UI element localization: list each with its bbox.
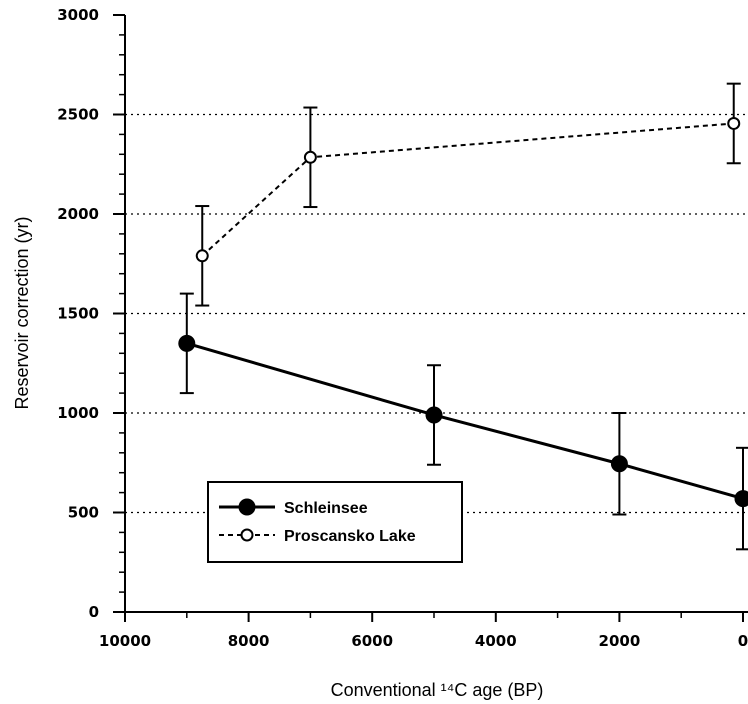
x-tick-label: 4000 (475, 632, 517, 650)
data-point (303, 150, 317, 164)
y-tick-label: 500 (68, 504, 99, 522)
legend-marker (238, 498, 256, 516)
series-0 (178, 292, 748, 551)
y-tick-label: 1000 (57, 404, 99, 422)
x-tick-label: 2000 (599, 632, 641, 650)
y-tick-label: 2000 (57, 205, 99, 223)
x-tick-label: 8000 (228, 632, 270, 650)
legend-box (207, 481, 463, 563)
series-line (201, 122, 734, 257)
data-point (178, 334, 196, 352)
data-point (195, 249, 209, 263)
series-line (186, 341, 744, 501)
series-layer (178, 82, 748, 551)
y-axis-title: Reservoir correction (yr) (12, 216, 32, 409)
legend-label: Schleinsee (284, 500, 368, 517)
x-tick-label: 10000 (99, 632, 151, 650)
legend-label: Proscansko Lake (284, 528, 416, 545)
y-tick-label: 3000 (57, 6, 99, 24)
data-point (727, 116, 741, 130)
ticks: 0 500 1000 1500 2000 2500 3000 10000 8000 6000 400… (57, 6, 748, 650)
y-tick-label: 2500 (57, 106, 99, 124)
x-tick-label: 0 (738, 632, 748, 650)
data-point (425, 406, 443, 424)
x-axis-title: Conventional ¹⁴C age (BP) (331, 680, 544, 700)
legend: Schleinsee Proscansko Lake (207, 481, 463, 563)
y-tick-label: 1500 (57, 305, 99, 323)
legend-marker (240, 528, 254, 542)
x-tick-label: 6000 (351, 632, 393, 650)
series-1 (195, 82, 741, 307)
grid-lines (125, 113, 748, 514)
data-point (734, 490, 748, 508)
data-point (610, 455, 628, 473)
y-tick-label: 0 (89, 603, 99, 621)
